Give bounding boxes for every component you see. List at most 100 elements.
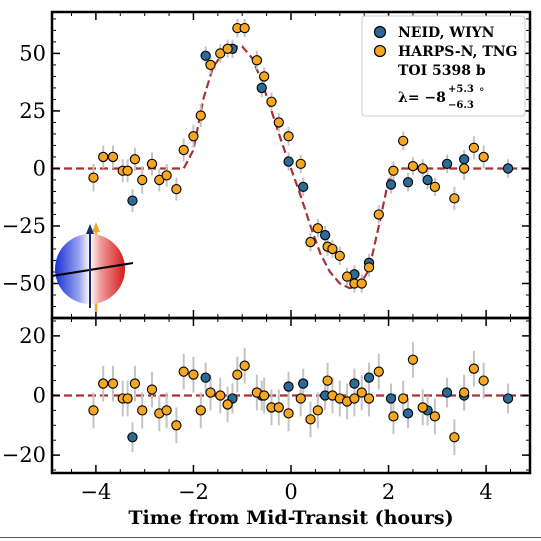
- y-tick-label: 0: [33, 156, 46, 180]
- legend-label-neid: NEID, WIYN: [398, 25, 495, 41]
- harps-data-point: [273, 117, 284, 128]
- neid-data-point: [256, 82, 267, 94]
- neid-data-point: [502, 163, 514, 174]
- harps-data-point: [459, 387, 470, 398]
- x-tick-labels: −4 −2 0 2 4: [80, 480, 492, 504]
- harps-data-point: [171, 420, 182, 431]
- harps-data-point: [429, 181, 441, 193]
- harps-data-point: [146, 384, 158, 395]
- harps-data-point: [312, 405, 323, 416]
- neid-data-point: [298, 378, 309, 389]
- neid-data-point: [349, 378, 360, 389]
- y-tick-label: −50: [2, 271, 46, 295]
- harps-data-point: [449, 193, 460, 204]
- top-data-points: [88, 18, 514, 293]
- neid-data-point: [200, 50, 211, 61]
- harps-data-point: [205, 59, 216, 71]
- neid-data-point: [459, 154, 470, 165]
- harps-data-point: [398, 393, 409, 404]
- harps-data-point: [107, 378, 119, 389]
- harps-data-point: [373, 209, 384, 220]
- harps-data-point: [222, 399, 233, 410]
- y-tick-label: 50: [19, 41, 46, 65]
- neid-data-point: [283, 381, 294, 392]
- legend-annotation-planet: TOI 5398 b: [398, 63, 486, 79]
- harps-data-point: [98, 378, 109, 389]
- harps-data-point: [122, 393, 133, 404]
- harps-data-point: [388, 165, 399, 176]
- harps-data-point: [154, 174, 165, 186]
- harps-data-point: [295, 158, 306, 169]
- neid-data-point: [441, 387, 453, 398]
- star-spin-orbit-icon: [51, 222, 134, 312]
- harps-data-point: [305, 414, 316, 425]
- harps-data-point: [459, 163, 470, 174]
- x-tick-label: −4: [80, 480, 111, 504]
- harps-data-point: [239, 360, 250, 371]
- neid-data-point: [502, 393, 514, 404]
- harps-data-point: [398, 135, 409, 146]
- harps-data-point: [356, 387, 367, 398]
- x-tick-label: 4: [479, 480, 492, 504]
- harps-data-point: [305, 236, 316, 248]
- harps-data-point: [283, 408, 294, 419]
- page-bottom-rule: [0, 537, 541, 538]
- legend-annotation-lambda: λ= −8: [398, 90, 446, 106]
- harps-data-point: [137, 174, 148, 186]
- neid-data-point: [319, 230, 331, 241]
- x-tick-label: −2: [178, 480, 209, 504]
- harps-data-point: [478, 375, 489, 386]
- neid-data-point: [402, 177, 414, 188]
- harps-data-point: [232, 369, 243, 380]
- neid-data-point: [385, 393, 397, 404]
- harps-data-point: [188, 131, 199, 142]
- harps-data-point: [195, 110, 206, 121]
- top-panel-rv: 50 25 0 −25 −50 NEID, WIYN HARPS-N, TNG TOI …: [2, 10, 532, 320]
- legend-lambda-unit: °: [479, 86, 485, 99]
- y-tick-label: 0: [33, 384, 46, 408]
- harps-data-point: [146, 158, 158, 169]
- harps-data-point: [334, 250, 345, 262]
- x-tick-label: 2: [382, 480, 395, 504]
- harps-data-point: [356, 278, 367, 289]
- neid-data-point: [200, 372, 211, 383]
- harps-data-point: [373, 366, 384, 377]
- neid-data-point: [298, 181, 309, 193]
- harps-data-point: [129, 154, 141, 165]
- legend-entry-harps: HARPS-N, TNG: [373, 44, 518, 60]
- harps-data-point: [98, 151, 109, 163]
- harps-data-point: [239, 22, 250, 34]
- harps-data-point: [363, 393, 375, 404]
- harps-data-point: [259, 390, 270, 401]
- harps-data-point: [388, 411, 399, 422]
- model-curve: [52, 45, 530, 290]
- harps-data-point: [195, 405, 206, 416]
- harps-data-point: [178, 366, 189, 377]
- y-tick-label: −25: [2, 214, 46, 238]
- harps-data-point: [349, 393, 360, 404]
- harps-data-point: [312, 223, 323, 234]
- x-tick-label: 0: [284, 480, 297, 504]
- harps-data-point: [171, 184, 182, 195]
- harps-data-point: [122, 165, 133, 176]
- harps-data-point: [417, 402, 428, 413]
- legend-entry-neid: NEID, WIYN: [373, 25, 495, 41]
- harps-data-point: [259, 71, 270, 82]
- y-tick-label: 25: [19, 99, 46, 123]
- legend: NEID, WIYN HARPS-N, TNG TOI 5398 b λ= −8…: [361, 15, 526, 117]
- neid-data-point: [441, 158, 453, 169]
- harps-data-point: [188, 369, 199, 380]
- harps-data-point: [273, 402, 284, 413]
- harps-data-point: [283, 131, 294, 142]
- harps-data-point: [322, 375, 333, 386]
- harps-data-point: [363, 262, 375, 273]
- legend-lambda-upper: +5.3: [448, 84, 474, 95]
- harps-data-point: [107, 151, 119, 163]
- harps-data-point: [478, 151, 489, 163]
- harps-data-point: [215, 390, 226, 401]
- harps-data-point: [468, 363, 480, 374]
- bottom-axes: 20 0 −20: [2, 316, 532, 475]
- harps-data-point: [407, 161, 419, 172]
- neid-data-point: [127, 195, 138, 206]
